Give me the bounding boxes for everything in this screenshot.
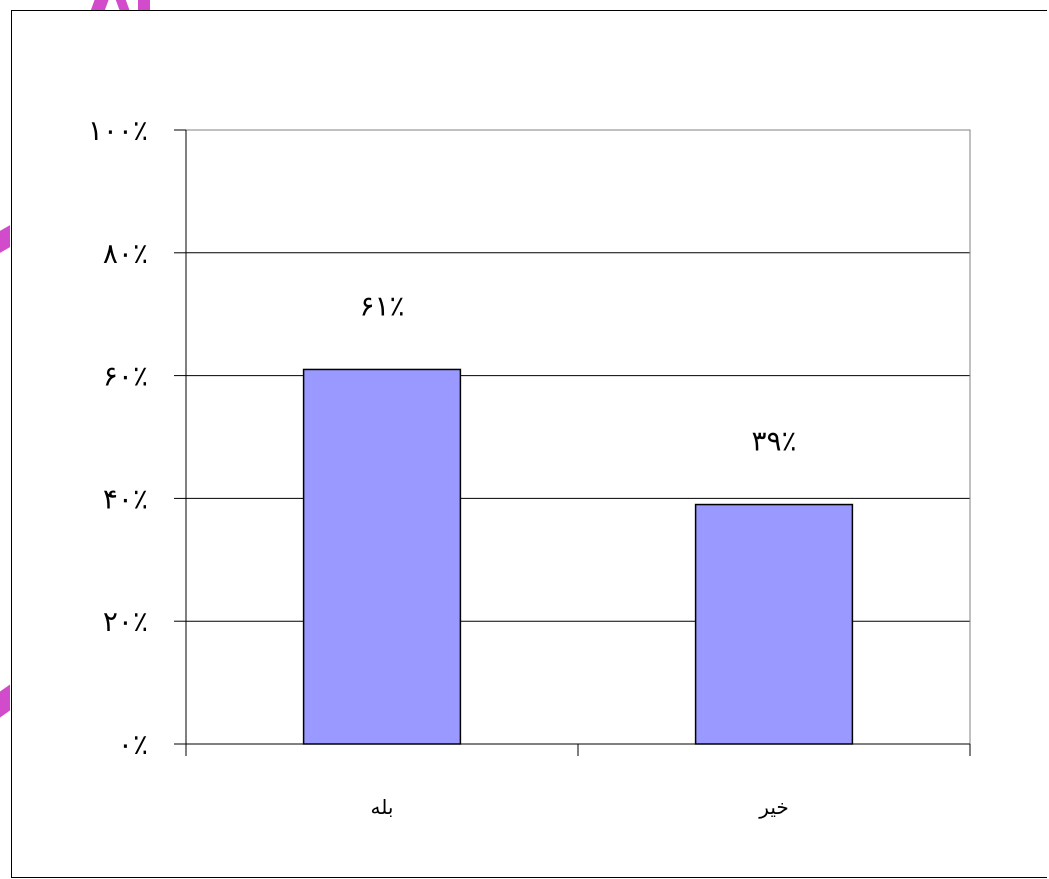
bars bbox=[302, 368, 854, 745]
y-tick-label: ۴۰٪ bbox=[103, 482, 148, 515]
y-tick-label: ۰٪ bbox=[118, 728, 148, 761]
watermark-fragment bbox=[138, 0, 150, 10]
y-tick-label: ۸۰٪ bbox=[103, 237, 148, 270]
y-tick-label: ۶۰٪ bbox=[103, 360, 148, 393]
category-label-2: خیر bbox=[758, 795, 788, 819]
category-label-1: بله bbox=[371, 795, 394, 819]
chart-frame bbox=[11, 10, 1047, 878]
bar-2 bbox=[694, 503, 854, 745]
data-label-1: ۶۱٪ bbox=[359, 289, 404, 322]
bar-1 bbox=[302, 368, 462, 745]
data-label-2: ۳۹٪ bbox=[751, 425, 796, 458]
y-tick-label: ۲۰٪ bbox=[103, 605, 148, 638]
y-tick-label: ۱۰۰٪ bbox=[88, 114, 148, 147]
labels: ۰٪ ۲۰٪ ۴۰٪ ۶۰٪ ۸۰٪ ۱۰۰٪ ۶۱٪ بله ۳۹٪ خیر bbox=[88, 114, 797, 819]
